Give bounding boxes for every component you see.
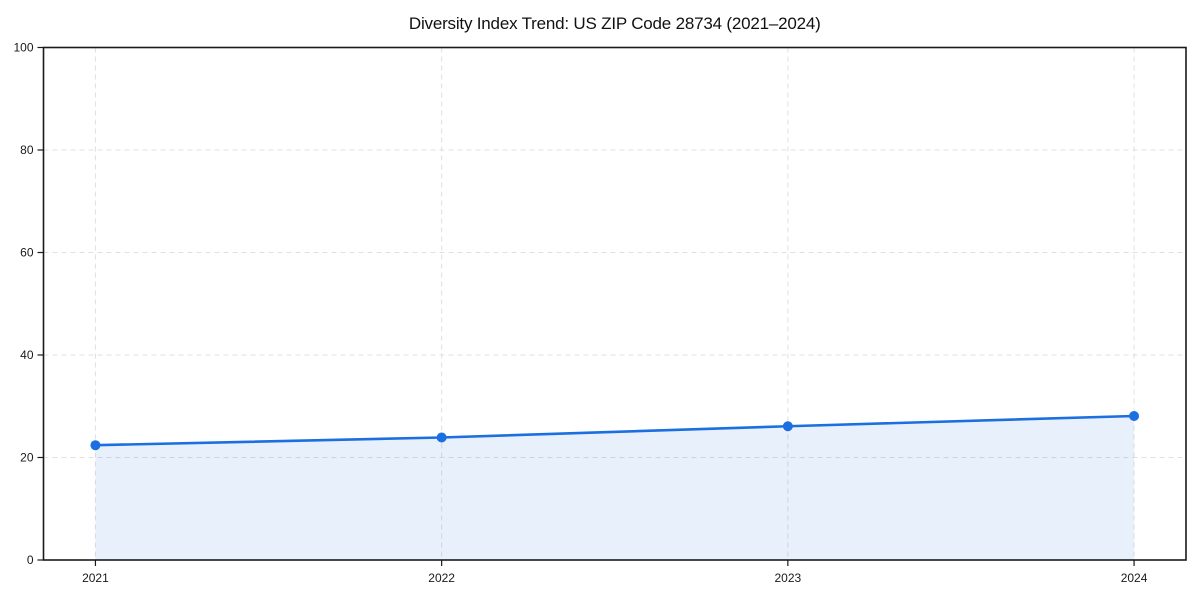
tick-labels: 2021 2022 2023 2024 0 20 40 60 80 100 [13,41,1147,586]
x-tick-label: 2023 [775,571,802,585]
x-tick-label: 2024 [1121,571,1148,585]
data-point [782,421,793,432]
trend-line [94,414,1136,447]
data-point [436,432,447,443]
y-tick-label: 40 [20,348,34,362]
plot-frame [42,46,1187,561]
x-tick-label: 2021 [82,571,109,585]
y-tick-label: 20 [20,451,34,465]
markers [90,410,1140,451]
y-tick-label: 0 [27,553,34,567]
x-tick-label: 2022 [428,571,455,585]
chart-layers: 2021 2022 2023 2024 0 20 40 60 80 100 [13,41,1187,586]
data-point [1129,410,1140,421]
area-fill [95,415,1135,560]
y-tick-label: 60 [20,246,34,260]
chart-title: Diversity Index Trend: US ZIP Code 28734… [409,14,821,33]
y-tick-label: 80 [20,143,34,157]
data-point [90,440,101,451]
tick-marks [37,46,1135,566]
y-tick-label: 100 [13,41,33,55]
